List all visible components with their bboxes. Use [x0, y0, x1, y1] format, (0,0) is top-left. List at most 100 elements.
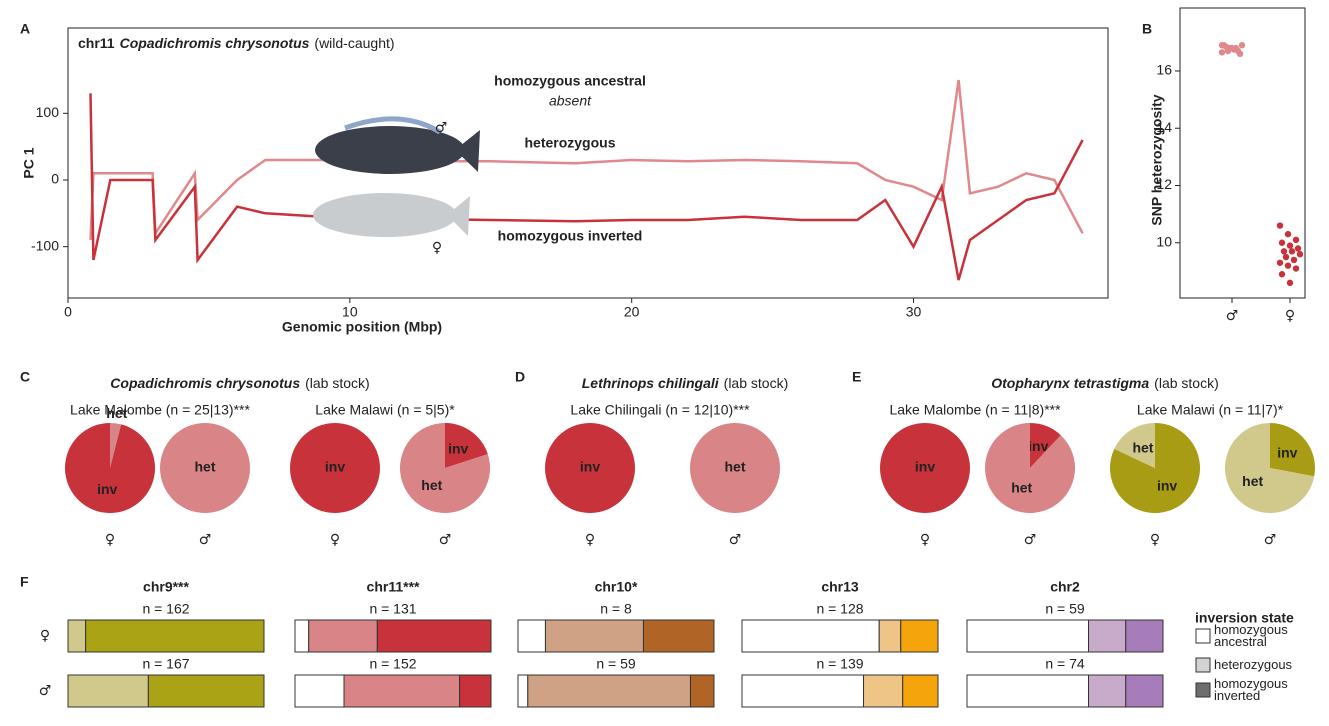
species-name: Copadichromis chrysonotus — [110, 375, 300, 391]
panel-letter: B — [1142, 21, 1152, 37]
title-part: (wild-caught) — [314, 35, 394, 51]
slice-label: inv — [915, 459, 935, 475]
title-note: (lab stock) — [724, 375, 789, 391]
pie-slice — [690, 423, 780, 513]
pie-slice — [400, 423, 490, 513]
n-label: n = 139 — [816, 656, 863, 672]
panel-letter: C — [20, 369, 30, 385]
sex-symbol: ♂ — [1264, 532, 1277, 548]
data-point — [1218, 49, 1226, 56]
bar-segment — [85, 619, 265, 653]
legend-swatch — [1195, 657, 1211, 673]
n-label: n = 59 — [596, 656, 636, 672]
n-label: n = 152 — [369, 656, 416, 672]
bar-segment — [527, 674, 691, 708]
bar-segment — [459, 674, 492, 708]
sex-symbol: ♂ — [439, 532, 452, 548]
group-label: Lake Malombe (n = 11|8)*** — [889, 402, 1061, 418]
slice-label: inv — [1157, 478, 1177, 494]
data-point — [1284, 262, 1292, 269]
bar-segment — [741, 619, 880, 653]
x-tick-label: 30 — [906, 304, 922, 320]
data-point — [1276, 222, 1284, 229]
chromosome-title: chr13 — [821, 579, 859, 595]
slice-label: het — [195, 459, 216, 475]
title-part: Copadichromis chrysonotus — [120, 35, 310, 51]
pie-slice — [64, 423, 155, 513]
slice-label: inv — [1277, 444, 1297, 460]
n-label: n = 74 — [1045, 656, 1085, 672]
slice-label: inv — [580, 459, 600, 475]
data-point — [1276, 259, 1284, 266]
title-note: (lab stock) — [305, 375, 370, 391]
panel-letter: E — [852, 369, 861, 385]
data-point — [1236, 50, 1244, 58]
n-label: n = 131 — [369, 601, 416, 617]
bar-segment — [1125, 674, 1164, 708]
slice-label: het — [421, 477, 442, 493]
y-tick-label: -100 — [31, 237, 59, 253]
data-point — [1286, 279, 1294, 287]
bar-segment — [67, 619, 87, 653]
bar-segment — [642, 619, 715, 653]
slice-label: het — [1011, 480, 1032, 496]
panel-title: Copadichromis chrysonotus (lab stock) — [110, 375, 369, 391]
y-tick-label: 100 — [36, 104, 60, 120]
pie-slice — [880, 423, 970, 513]
panel-title: Lethrinops chilingali (lab stock) — [582, 375, 788, 391]
legend-title: inversion state — [1195, 610, 1294, 626]
pie-slice — [445, 423, 488, 468]
legend-label: heterozygous — [1214, 657, 1293, 672]
slice-label: het — [106, 405, 127, 421]
bar-segment — [343, 674, 461, 708]
y-tick-label: 14 — [1156, 119, 1172, 135]
series-line — [89, 93, 1084, 281]
slice-label: het — [1242, 473, 1263, 489]
data-point — [1284, 230, 1292, 238]
y-axis-label: SNP heterozygosity — [1149, 94, 1165, 225]
bar-segment — [67, 674, 149, 708]
bar-segment — [1125, 619, 1164, 653]
sex-symbol: ♀ — [920, 532, 930, 548]
data-point — [1296, 250, 1304, 258]
sex-symbol: ♂ — [729, 532, 742, 548]
n-label: n = 128 — [816, 601, 863, 617]
pie-slice — [545, 423, 635, 513]
legend-label: homozygous ancestral — [1214, 622, 1288, 649]
x-tick-label: 0 — [64, 304, 72, 320]
group-label: Lake Chilingali (n = 12|10)*** — [570, 402, 750, 418]
title-note: (lab stock) — [1154, 375, 1219, 391]
bar-segment — [544, 619, 644, 653]
pie-slice — [290, 423, 380, 513]
bar-segment — [863, 674, 904, 708]
annotation: homozygous ancestral — [494, 73, 646, 89]
data-point — [1280, 248, 1288, 255]
group-label: Lake Malombe (n = 25|13)*** — [70, 402, 250, 418]
sex-symbol: ♂ — [1024, 532, 1037, 548]
slice-label: inv — [1028, 438, 1048, 454]
bar-segment — [900, 619, 939, 653]
chromosome-title: chr2 — [1050, 579, 1080, 595]
data-point — [1224, 47, 1232, 55]
species-name: Otopharynx tetrastigma — [991, 375, 1149, 391]
pie-slice — [1225, 423, 1315, 514]
bar-segment — [517, 674, 529, 708]
slice-label: inv — [448, 441, 468, 457]
plot-frame — [67, 27, 1109, 299]
slice-label: het — [725, 459, 746, 475]
data-point — [1232, 44, 1240, 52]
fish-photos — [313, 116, 480, 237]
chromosome-title: chr10* — [595, 579, 638, 595]
sex-symbol: ♀ — [1150, 532, 1160, 548]
bar-segment — [689, 674, 715, 708]
pie-slice — [160, 423, 250, 513]
data-point — [1278, 239, 1286, 246]
legend-swatch — [1195, 628, 1211, 644]
n-label: n = 167 — [142, 656, 189, 672]
panel-letter: A — [20, 21, 30, 37]
y-tick-label: 10 — [1156, 233, 1172, 249]
sex-symbol: ♀ — [330, 532, 340, 548]
slice-label: inv — [325, 459, 345, 475]
